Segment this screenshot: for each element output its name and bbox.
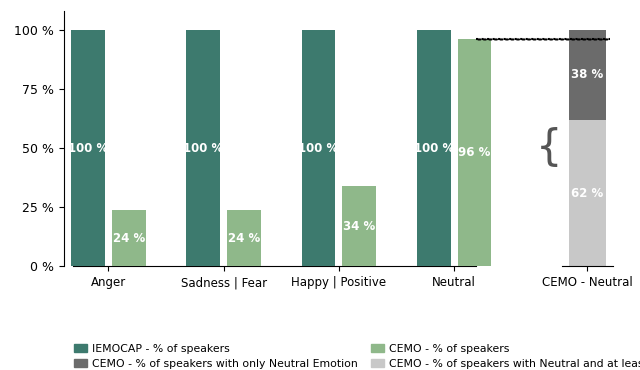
Text: 24 %: 24 % <box>113 232 145 245</box>
Bar <box>458 40 492 266</box>
Bar <box>227 210 261 266</box>
Bar <box>71 30 105 266</box>
Text: 62 %: 62 % <box>571 186 604 200</box>
Text: 24 %: 24 % <box>228 232 260 245</box>
Text: {: { <box>536 127 563 169</box>
Bar <box>342 186 376 266</box>
Text: 96 %: 96 % <box>458 147 491 159</box>
Legend: IEMOCAP - % of speakers, CEMO - % of speakers with only Neutral Emotion, CEMO - : IEMOCAP - % of speakers, CEMO - % of spe… <box>69 339 640 370</box>
Text: 34 %: 34 % <box>343 220 376 233</box>
Text: 100 %: 100 % <box>183 142 223 155</box>
Text: 100 %: 100 % <box>298 142 339 155</box>
Text: 100 %: 100 % <box>68 142 108 155</box>
Text: 100 %: 100 % <box>413 142 454 155</box>
Bar <box>301 30 335 266</box>
Bar <box>417 30 451 266</box>
Bar <box>112 210 145 266</box>
Bar <box>569 30 606 120</box>
Bar <box>186 30 220 266</box>
Text: 38 %: 38 % <box>571 68 604 81</box>
Bar <box>569 120 606 266</box>
